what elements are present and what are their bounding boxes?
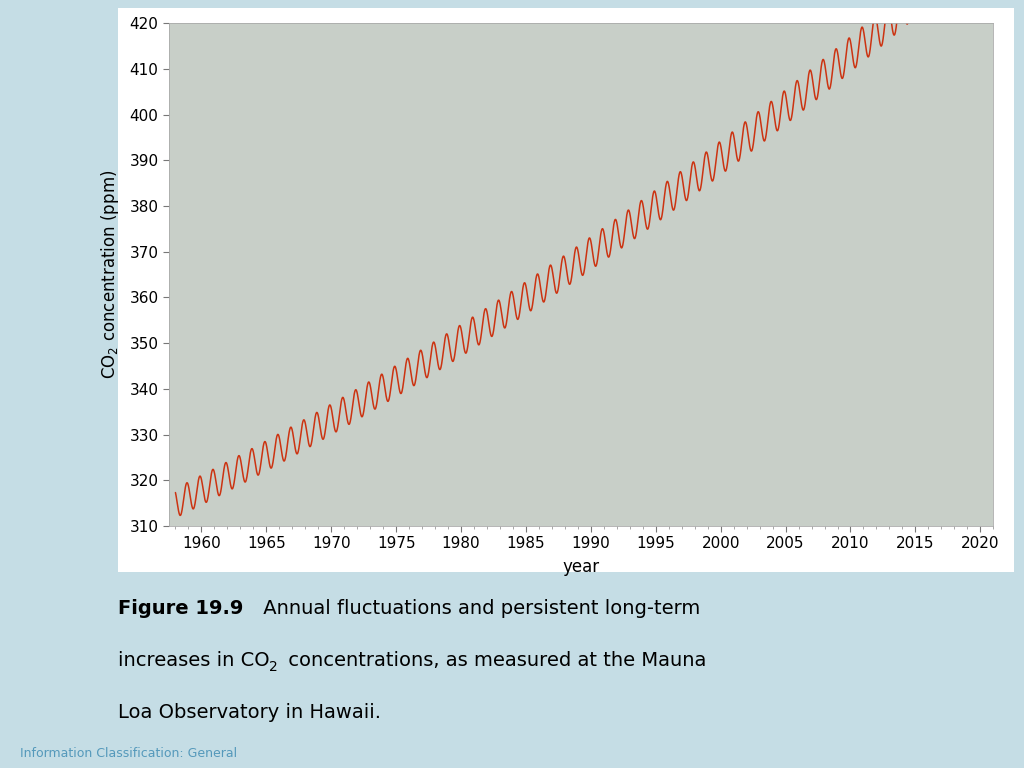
Text: Figure 19.9: Figure 19.9 [118,599,243,618]
Y-axis label: CO$_2$ concentration (ppm): CO$_2$ concentration (ppm) [99,170,121,379]
X-axis label: year: year [562,558,600,577]
Text: Information Classification: General: Information Classification: General [20,747,238,760]
Text: Annual fluctuations and persistent long-term: Annual fluctuations and persistent long-… [257,599,700,618]
Text: increases in CO: increases in CO [118,651,269,670]
Text: 2: 2 [269,660,279,674]
Text: Loa Observatory in Hawaii.: Loa Observatory in Hawaii. [118,703,381,723]
Text: concentrations, as measured at the Mauna: concentrations, as measured at the Mauna [282,651,706,670]
